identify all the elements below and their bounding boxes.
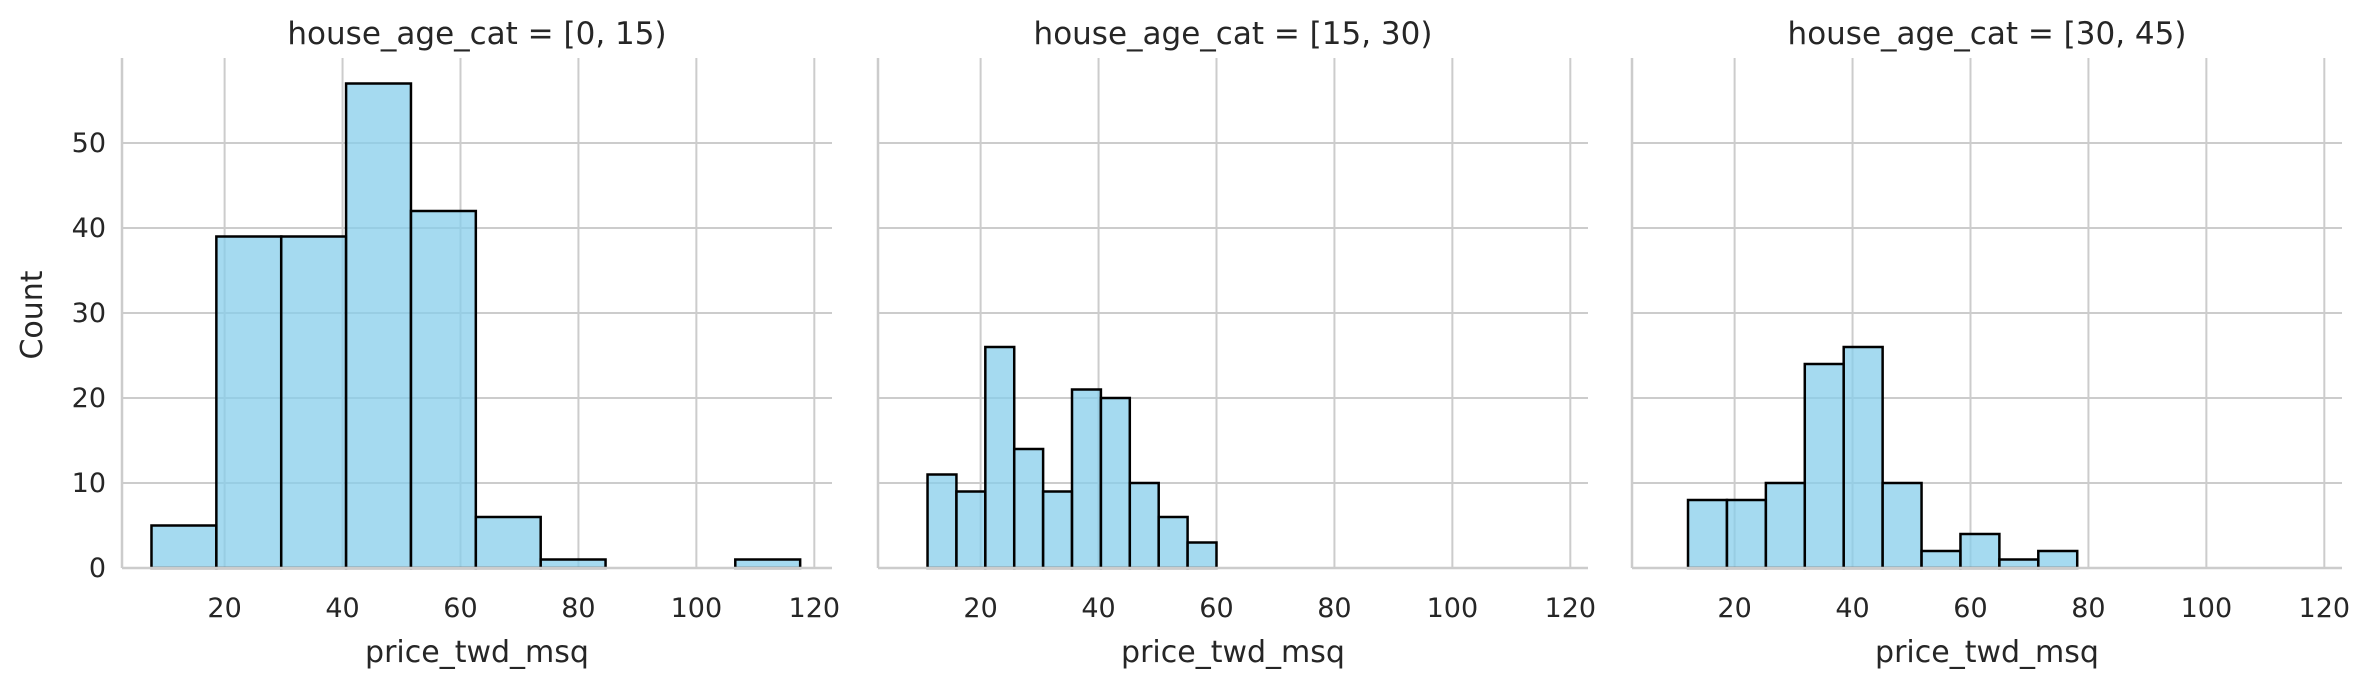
x-tick-label: 120 bbox=[789, 593, 841, 624]
histogram-bar bbox=[1157, 515, 1189, 570]
x-tick-label: 80 bbox=[561, 593, 595, 624]
y-tick-label: 20 bbox=[72, 383, 106, 414]
x-tick-label: 100 bbox=[1427, 593, 1479, 624]
histogram-bar bbox=[150, 524, 218, 570]
histogram-bar bbox=[1803, 362, 1845, 570]
histogram-bar bbox=[279, 235, 348, 570]
x-tick-label: 40 bbox=[1835, 593, 1869, 624]
facet-panel-2: 20 40 60 80 100 120 house_age_cat = [15, 30) pr… bbox=[876, 16, 1597, 670]
y-tick-label: 30 bbox=[72, 298, 106, 329]
histogram-bar bbox=[1725, 498, 1768, 570]
histogram-bar bbox=[1920, 549, 1962, 570]
facet-title: house_age_cat = [30, 45) bbox=[1788, 16, 2187, 52]
x-axis-label: price_twd_msq bbox=[1121, 635, 1345, 670]
x-axis-label: price_twd_msq bbox=[365, 635, 589, 670]
x-tick-label: 100 bbox=[2181, 593, 2233, 624]
histogram-bar bbox=[1070, 388, 1103, 570]
facet-title: house_age_cat = [0, 15) bbox=[287, 16, 666, 52]
histogram-bar bbox=[734, 558, 802, 570]
x-axis-label: price_twd_msq bbox=[1875, 635, 2099, 670]
histogram-bar bbox=[1099, 396, 1132, 570]
histogram-bar bbox=[215, 235, 283, 570]
histogram-bar bbox=[539, 558, 607, 570]
x-tick-label: 120 bbox=[1545, 593, 1597, 624]
y-tick-label: 50 bbox=[72, 128, 106, 159]
histogram-bar bbox=[409, 209, 478, 570]
x-tick-label: 40 bbox=[325, 593, 359, 624]
x-tick-label: 20 bbox=[963, 593, 997, 624]
histogram-bar bbox=[984, 345, 1016, 570]
histogram-bar bbox=[1012, 447, 1045, 570]
histogram-bar bbox=[474, 515, 542, 570]
histogram-bar bbox=[1764, 481, 1807, 570]
x-tick-label: 100 bbox=[671, 593, 723, 624]
histogram-bar bbox=[1842, 345, 1884, 570]
histogram-bar bbox=[1128, 481, 1160, 570]
x-tick-label: 40 bbox=[1081, 593, 1115, 624]
y-axis-label: Count bbox=[15, 270, 50, 359]
y-tick-label: 40 bbox=[72, 213, 106, 244]
histogram-bar bbox=[1959, 532, 2001, 570]
histogram-bar bbox=[1186, 541, 1218, 570]
histogram-bar bbox=[1686, 498, 1729, 570]
x-tick-label: 20 bbox=[1717, 593, 1751, 624]
facet-panel-1: 20 40 60 80 100 120 0 10 20 30 40 50 house_age_cat =… bbox=[72, 16, 840, 670]
histogram-bar bbox=[955, 490, 987, 570]
x-tick-label: 60 bbox=[1199, 593, 1233, 624]
y-tick-label: 10 bbox=[72, 468, 106, 499]
histogram-bar bbox=[1041, 490, 1074, 570]
histogram-bar bbox=[344, 82, 413, 570]
facet-panel-3: 20 40 60 80 100 120 house_age_cat = [30, 45) pr… bbox=[1630, 16, 2351, 670]
histogram-bar bbox=[1998, 558, 2040, 570]
x-tick-label: 60 bbox=[443, 593, 477, 624]
histogram-bar bbox=[1881, 481, 1923, 570]
facet-panels: 20 40 60 80 100 120 0 10 20 30 40 50 house_age_cat =… bbox=[72, 16, 2350, 670]
x-tick-label: 80 bbox=[1317, 593, 1351, 624]
facet-title: house_age_cat = [15, 30) bbox=[1034, 16, 1433, 52]
y-tick-label: 0 bbox=[89, 553, 106, 584]
x-tick-label: 120 bbox=[2299, 593, 2351, 624]
x-tick-label: 60 bbox=[1953, 593, 1987, 624]
histogram-bar bbox=[2037, 549, 2079, 570]
x-tick-label: 20 bbox=[207, 593, 241, 624]
x-tick-label: 80 bbox=[2071, 593, 2105, 624]
histogram-bar bbox=[926, 473, 958, 570]
